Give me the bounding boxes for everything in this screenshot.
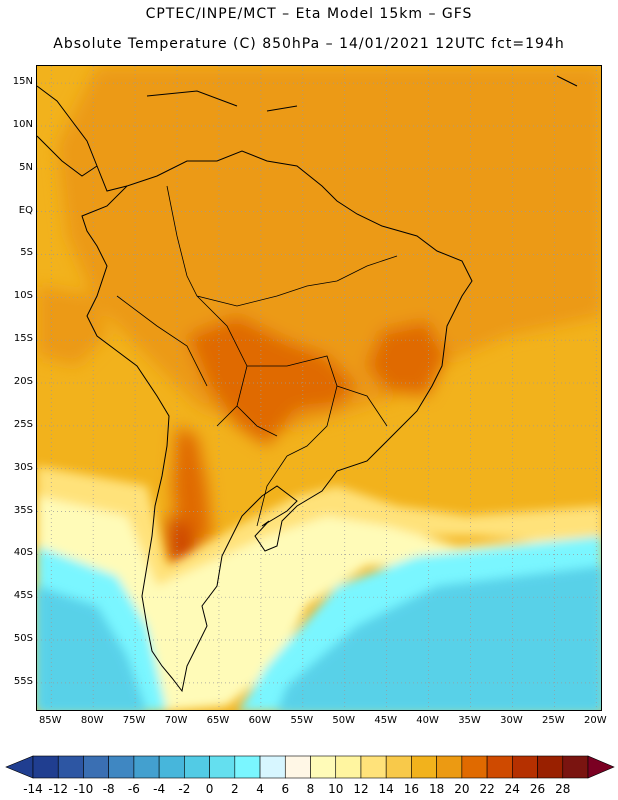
longitude-label: 25W bbox=[542, 715, 565, 726]
colorbar-tick-label: -8 bbox=[102, 782, 115, 796]
longitude-label: 20W bbox=[583, 715, 607, 726]
colorbar-swatch bbox=[411, 755, 437, 779]
map-panel[interactable] bbox=[36, 65, 602, 711]
colorbar-tick-label: -14 bbox=[23, 782, 43, 796]
latitude-label: 5S bbox=[20, 247, 33, 259]
colorbar-swatch bbox=[133, 755, 160, 779]
coastline-central-america bbox=[37, 85, 128, 192]
longitude-label: 70W bbox=[164, 715, 188, 726]
colorbar-swatch bbox=[259, 755, 286, 779]
latitude-label: 40S bbox=[13, 547, 33, 559]
coastline-islands bbox=[146, 75, 578, 112]
colorbar-swatch bbox=[83, 755, 109, 779]
colorbar-swatch bbox=[436, 755, 463, 779]
colorbar-tick-label: 24 bbox=[504, 782, 520, 796]
colorbar-tick-label: 10 bbox=[328, 782, 344, 796]
colorbar bbox=[5, 755, 615, 779]
colorbar-swatch bbox=[562, 755, 589, 779]
colorbar-swatch bbox=[537, 755, 564, 779]
colorbar-tick-label: -6 bbox=[127, 782, 140, 796]
latitude-label: EQ bbox=[18, 204, 33, 216]
longitude-label: 30W bbox=[500, 715, 523, 726]
field-pale-south bbox=[37, 496, 601, 710]
colorbar-tick-label: 4 bbox=[256, 782, 264, 796]
colorbar-swatch bbox=[234, 755, 261, 779]
colorbar-swatch bbox=[209, 755, 236, 779]
colorbar-swatch bbox=[512, 755, 538, 779]
temperature-map bbox=[37, 66, 601, 710]
latitude-label: 25S bbox=[13, 418, 33, 430]
colorbar-swatch bbox=[385, 755, 412, 779]
longitude-label: 60W bbox=[248, 715, 272, 726]
colorbar-tick-label: 0 bbox=[205, 782, 214, 796]
longitude-label: 45W bbox=[374, 715, 397, 726]
country-borders bbox=[116, 185, 398, 527]
colorbar-high-arrow bbox=[587, 755, 615, 779]
colorbar-tick-label: 16 bbox=[403, 782, 420, 796]
longitude-label: 65W bbox=[206, 715, 230, 726]
colorbar-swatch bbox=[461, 755, 488, 779]
colorbar-swatch bbox=[57, 755, 84, 779]
latitude-label: 10S bbox=[13, 290, 33, 302]
longitude-label: 80W bbox=[80, 715, 104, 726]
field-orange-atlantic-ne bbox=[507, 76, 601, 186]
colorbar-tick-label: -10 bbox=[73, 782, 94, 796]
map-title: CPTEC/INPE/MCT – Eta Model 15km – GFS bbox=[145, 6, 473, 22]
colorbar-swatch bbox=[284, 755, 311, 779]
longitude-label: 50W bbox=[332, 715, 356, 726]
longitude-label: 55W bbox=[290, 715, 314, 726]
colorbar-tick-label: 26 bbox=[529, 782, 546, 796]
colorbar-tick-label: 2 bbox=[230, 782, 239, 796]
colorbar-low-arrow bbox=[5, 755, 34, 779]
latitude-label: 55S bbox=[13, 675, 33, 687]
longitude-label: 85W bbox=[38, 715, 62, 726]
colorbar-swatch bbox=[32, 755, 59, 779]
colorbar-swatch bbox=[360, 755, 387, 779]
latitude-label: 15N bbox=[12, 76, 33, 88]
colorbar-swatch bbox=[158, 755, 185, 779]
field-ocean-cold-west bbox=[37, 586, 147, 710]
colorbar-swatch bbox=[486, 755, 513, 779]
latitude-label: 50S bbox=[13, 633, 33, 645]
latitude-label: 15S bbox=[13, 333, 33, 345]
longitude-label: 75W bbox=[122, 715, 146, 726]
latitude-label: 45S bbox=[13, 590, 33, 602]
colorbar-tick-label: 12 bbox=[353, 782, 369, 796]
colorbar-swatch bbox=[108, 755, 135, 779]
colorbar-tick-label: 28 bbox=[555, 782, 571, 796]
latitude-label: 35S bbox=[13, 504, 33, 516]
colorbar-tick-label: 14 bbox=[378, 782, 394, 796]
colorbar-tick-label: 18 bbox=[428, 782, 445, 796]
map-subtitle: Absolute Temperature (C) 850hPa – 14/01/… bbox=[53, 36, 565, 52]
longitude-label: 35W bbox=[458, 715, 481, 726]
colorbar-tick-label: 22 bbox=[479, 782, 495, 796]
colorbar-tick-label: 6 bbox=[281, 782, 290, 796]
colorbar-swatch bbox=[184, 755, 210, 779]
latitude-label: 20S bbox=[13, 376, 33, 387]
longitude-label: 40W bbox=[416, 715, 439, 726]
latitude-label: 30S bbox=[13, 461, 33, 473]
colorbar-swatch bbox=[310, 755, 337, 779]
field-orange-pacific bbox=[37, 286, 107, 366]
latitude-label: 10N bbox=[12, 118, 33, 130]
colorbar-tick-label: 20 bbox=[454, 782, 470, 796]
colorbar-tick-label: 8 bbox=[306, 782, 315, 796]
coastline-south-america bbox=[81, 150, 473, 693]
colorbar-tick-label: -12 bbox=[48, 782, 69, 796]
colorbar-tick-label: -4 bbox=[153, 782, 166, 796]
latitude-label: 5N bbox=[19, 161, 33, 173]
field-ocean-cold-east bbox=[277, 566, 601, 710]
colorbar-tick-label: -2 bbox=[178, 782, 191, 796]
field-hot-east bbox=[367, 321, 447, 396]
colorbar-swatch bbox=[335, 755, 362, 779]
